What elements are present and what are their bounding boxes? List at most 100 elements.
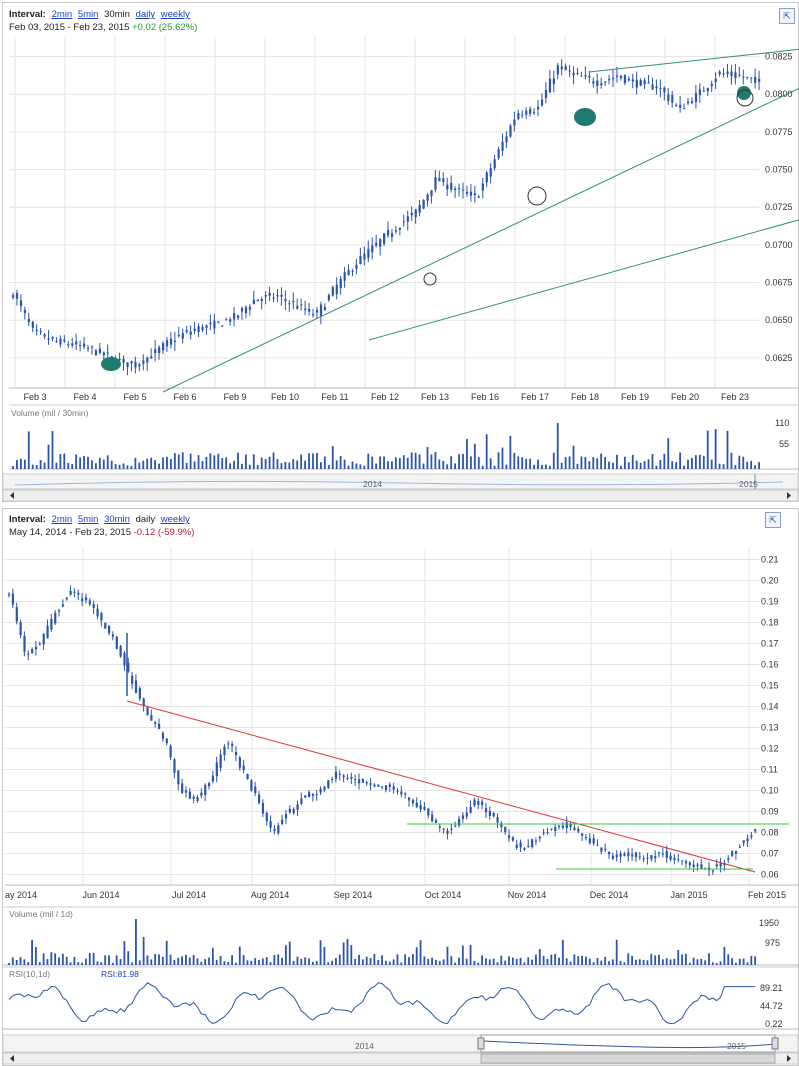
- candle-body: [418, 204, 421, 213]
- x-tick-label: Feb 19: [621, 392, 649, 402]
- candle-body: [130, 360, 133, 364]
- interval-2min[interactable]: 2min: [51, 514, 73, 525]
- candle-body: [572, 72, 575, 76]
- interval-5min[interactable]: 5min: [77, 514, 99, 525]
- volume-bar: [681, 954, 683, 965]
- candle-body: [642, 858, 645, 860]
- candle-body: [511, 837, 515, 841]
- volume-bar: [244, 454, 247, 469]
- volume-bar: [135, 919, 137, 965]
- navigator-label: 2015: [727, 1041, 746, 1051]
- candle-body: [446, 830, 449, 834]
- candle-body: [477, 196, 480, 198]
- volume-bar: [304, 957, 307, 965]
- volume-bar: [55, 462, 58, 469]
- volume-bar: [75, 454, 78, 469]
- candle-body: [580, 75, 583, 77]
- volume-bar: [554, 953, 557, 965]
- candle-body: [533, 112, 536, 114]
- volume-bar: [558, 957, 560, 965]
- volume-bar: [31, 939, 33, 965]
- rsi-tick-label: 44.72: [760, 1001, 783, 1011]
- volume-bar: [450, 456, 453, 469]
- volume-bar: [19, 458, 22, 469]
- interval-daily[interactable]: daily: [135, 9, 156, 20]
- volume-bar: [323, 456, 326, 469]
- volume-bar: [427, 958, 430, 965]
- scroll-right-icon: [787, 1055, 791, 1062]
- candle-body: [196, 797, 199, 801]
- candle-body: [58, 610, 61, 612]
- candle-body: [489, 168, 492, 177]
- candle-body: [387, 230, 390, 236]
- volume-bar: [47, 444, 50, 469]
- volume-bar: [350, 945, 353, 965]
- candle-body: [138, 364, 141, 367]
- volume-bar: [104, 955, 107, 965]
- volume-bar: [100, 962, 103, 965]
- candle-body: [269, 821, 272, 828]
- volume-bar: [655, 465, 658, 469]
- candle-body: [173, 759, 176, 773]
- candle-body: [65, 597, 68, 600]
- interval-2min[interactable]: 2min: [51, 9, 73, 20]
- candle-body: [217, 321, 220, 323]
- candle-body: [181, 333, 184, 339]
- candle-body: [189, 331, 192, 335]
- volume-bar: [130, 465, 133, 469]
- candle-body: [734, 72, 737, 79]
- interval-30min[interactable]: 30min: [104, 514, 130, 525]
- interval-weekly[interactable]: weekly: [160, 9, 190, 20]
- volume-bar: [146, 458, 149, 469]
- interval-30min[interactable]: 30min: [104, 9, 130, 20]
- candle-body: [408, 797, 411, 801]
- volume-bar: [150, 457, 153, 469]
- volume-bar: [718, 463, 721, 469]
- daily-chart-svg: 0.21 0.20 0.19 0.18 0.17 0.16 0.15 0.14 0.13 0.12…: [2, 549, 799, 1065]
- expand-icon[interactable]: ⇱: [779, 8, 795, 24]
- volume-bar: [422, 463, 425, 469]
- volume-bar: [450, 956, 453, 965]
- volume-bar: [205, 456, 208, 469]
- interval-weekly[interactable]: weekly: [160, 514, 190, 525]
- volume-bar: [367, 453, 370, 469]
- volume-bar: [193, 461, 196, 469]
- candle-body: [54, 612, 57, 624]
- interval-label: Interval:: [9, 9, 46, 20]
- candle-body: [265, 812, 268, 822]
- volume-bar: [742, 456, 745, 469]
- candle-body: [465, 192, 469, 194]
- scrollbar: [2, 489, 799, 502]
- candle-body: [565, 822, 568, 828]
- volume-bar: [237, 452, 239, 469]
- volume-bar: [619, 465, 622, 469]
- candle-body: [90, 346, 94, 348]
- volume-bar: [85, 958, 87, 965]
- candle-body: [272, 297, 275, 299]
- volume-bar: [550, 954, 553, 965]
- expand-icon[interactable]: ⇱: [765, 512, 781, 528]
- volume-bar: [419, 940, 422, 965]
- interval-5min[interactable]: 5min: [77, 9, 99, 20]
- volume-bar: [312, 453, 314, 469]
- volume-bar: [488, 959, 491, 965]
- candle-body: [734, 851, 738, 854]
- candle-body: [427, 808, 430, 816]
- candle-body: [201, 326, 204, 331]
- volume-bar: [722, 464, 725, 469]
- volume-bar: [758, 462, 760, 469]
- volume-bar: [35, 464, 38, 469]
- volume-bar: [363, 465, 366, 469]
- volume-bar: [110, 460, 113, 469]
- volume-bar: [273, 954, 276, 965]
- interval-daily[interactable]: daily: [135, 514, 156, 525]
- candle-body: [288, 303, 291, 305]
- volume-bar: [410, 452, 413, 469]
- volume-bar: [246, 960, 249, 965]
- candle-body: [727, 858, 730, 860]
- y-tick-label: 0.07: [761, 849, 779, 859]
- candle-body: [150, 715, 153, 721]
- volume-bar: [638, 959, 641, 965]
- volume-bar: [225, 457, 228, 469]
- volume-bar: [292, 459, 295, 469]
